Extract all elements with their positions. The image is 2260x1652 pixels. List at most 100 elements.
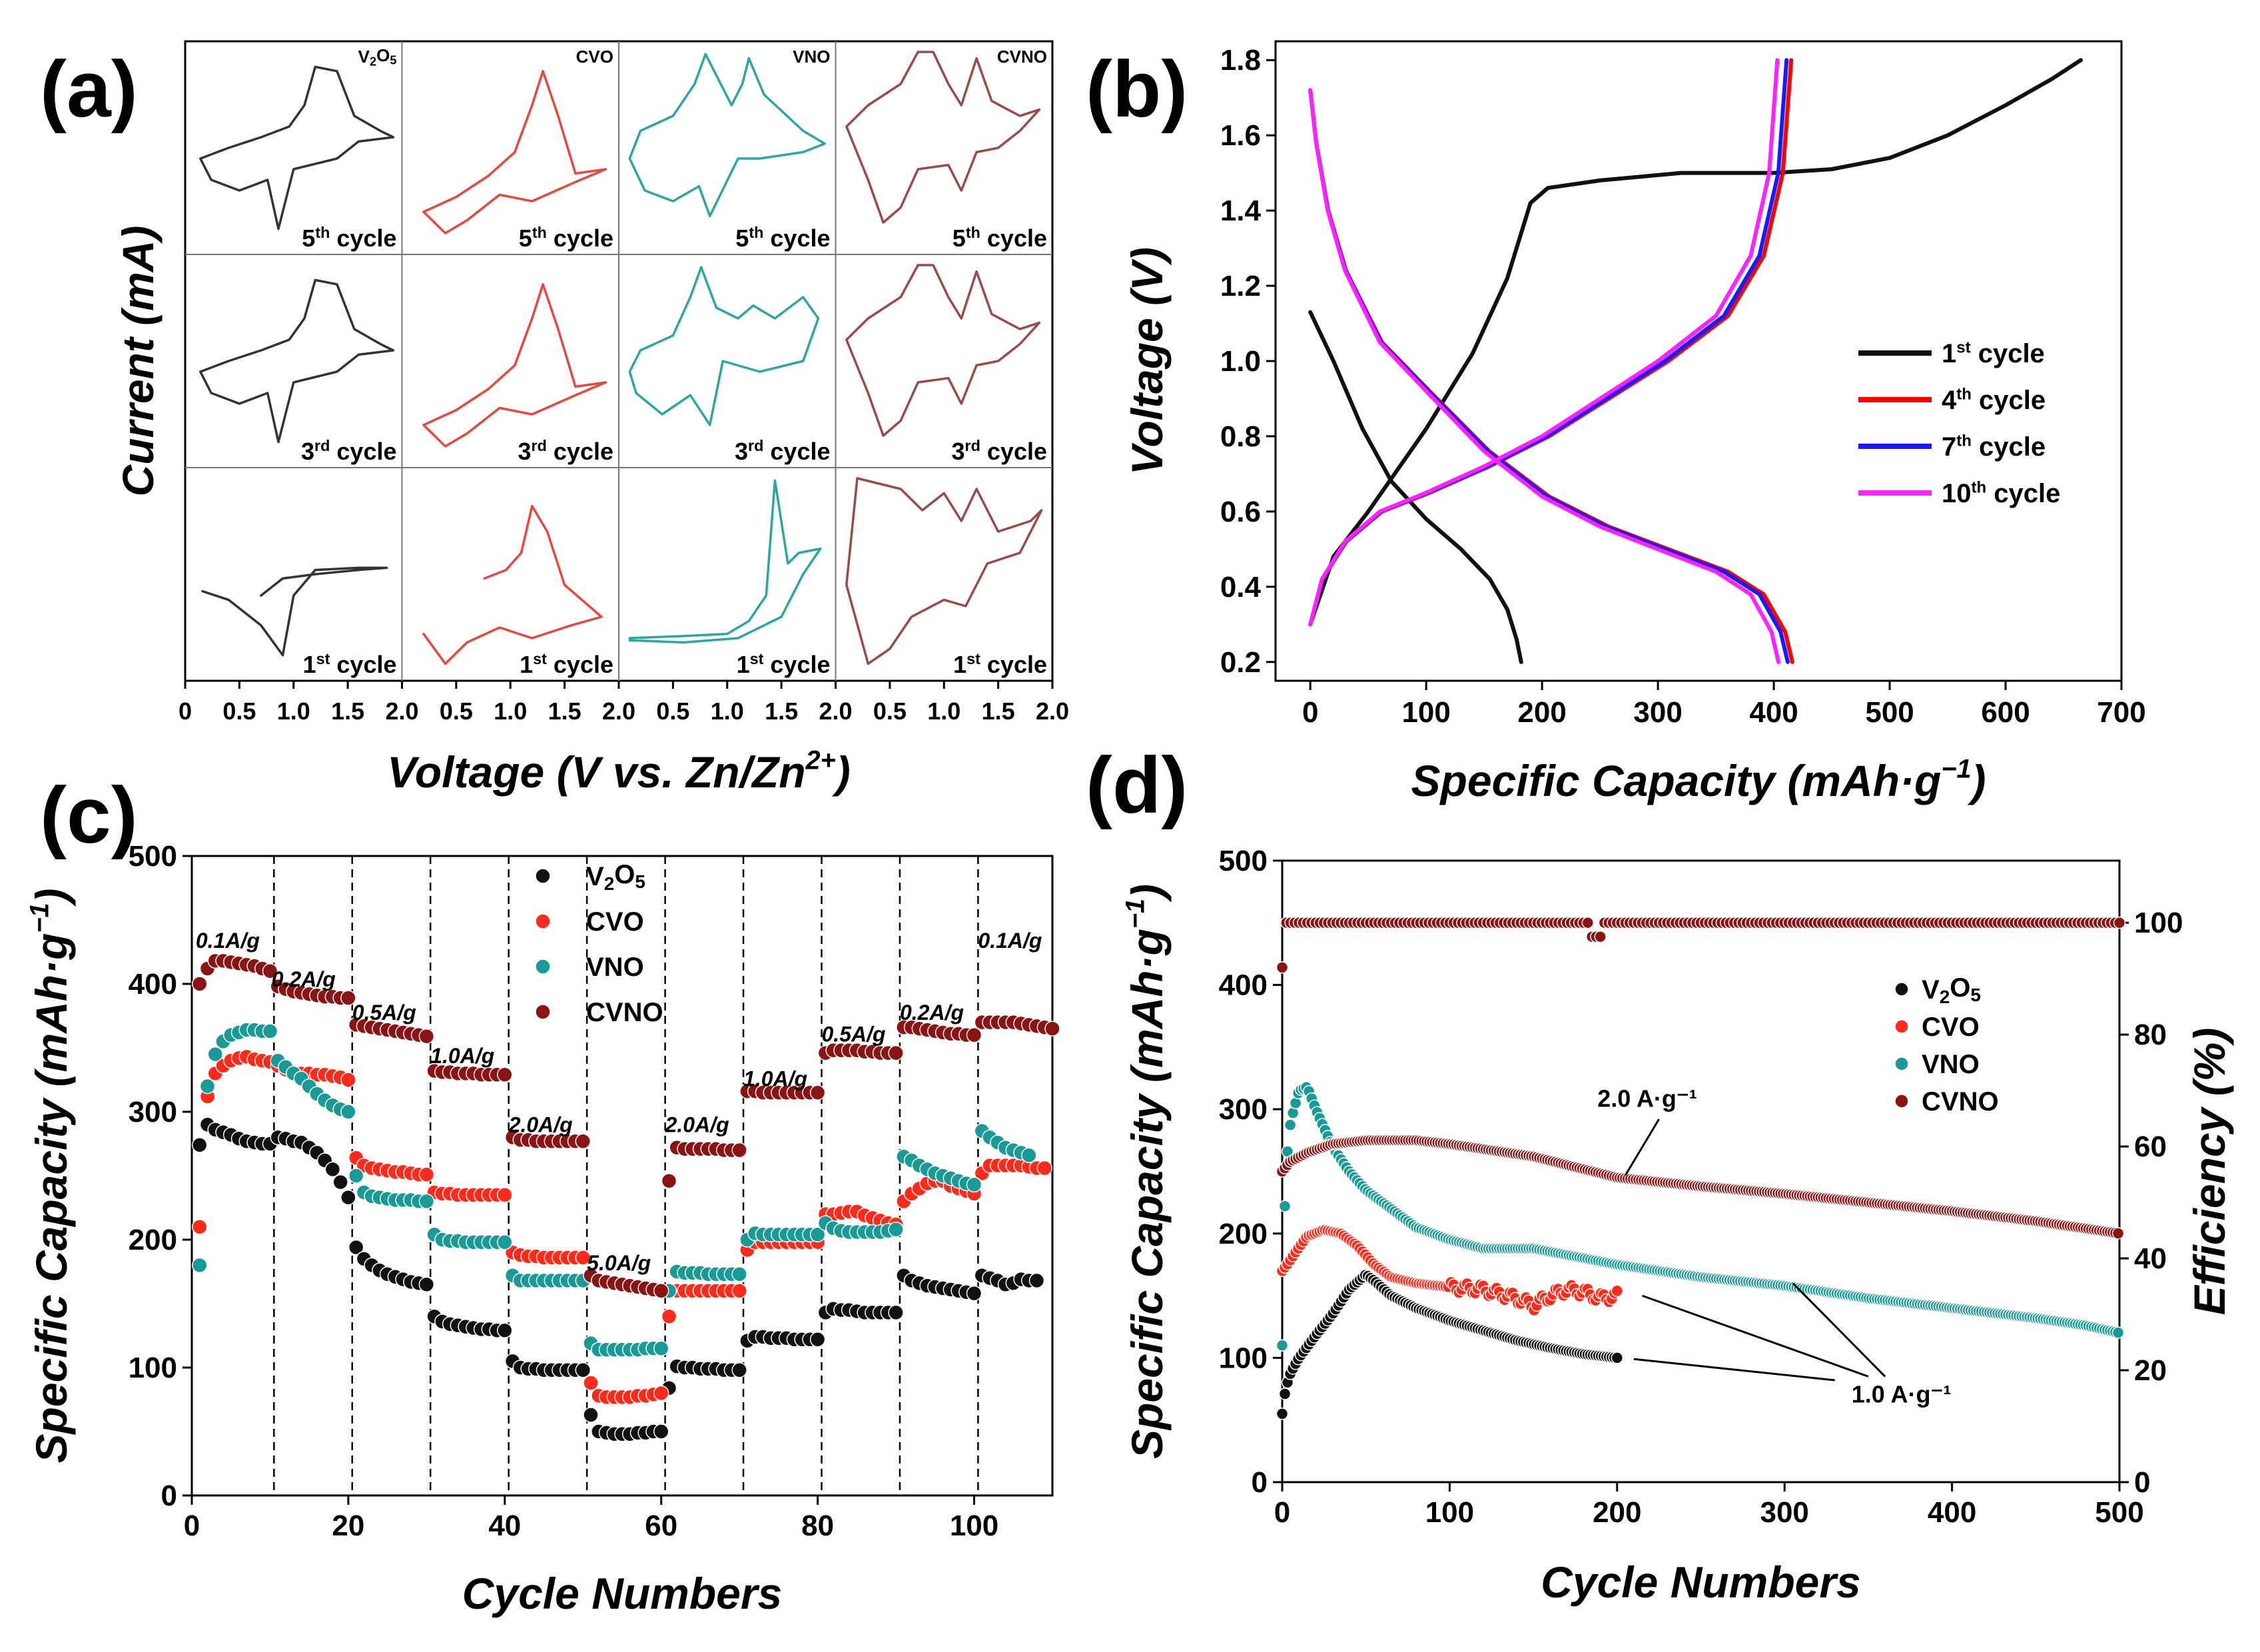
cycling-xtick-label: 0 <box>1274 1496 1290 1529</box>
gcd-xtick-label: 700 <box>2097 696 2145 729</box>
rate-label: 0.1A/g <box>978 929 1042 953</box>
cv-ylabel: Current (mA) <box>113 226 163 497</box>
cycle-label: 5th cycle <box>519 224 613 252</box>
rate-point-v2o5 <box>731 1362 747 1378</box>
gcd-1st-discharge <box>1308 310 1523 664</box>
rate-label: 0.2A/g <box>272 967 336 991</box>
rate-legend-marker <box>535 959 551 975</box>
formula-base: CVO <box>586 907 644 937</box>
cv-xtick-label: 1.5 <box>548 697 581 725</box>
gcd-xtick-label: 500 <box>1865 696 1914 729</box>
cv-xtick-label: 0.5 <box>873 697 907 725</box>
rate-point-cvno <box>497 1066 513 1083</box>
cv-xtick-label: 1.0 <box>927 697 960 725</box>
rate-ytick-label: 100 <box>129 1352 177 1384</box>
panel-label-c: (c) <box>40 771 138 860</box>
formula-base: CVO <box>576 47 613 67</box>
label-main: Specific Capacity (mAh·g <box>1122 929 1172 1459</box>
annotation-1A: 1.0 A·g⁻¹ <box>1852 1381 1952 1408</box>
rate-point-vno <box>809 1226 826 1243</box>
cycle-sup: st <box>533 650 547 667</box>
cycle-word: cycle <box>330 651 396 678</box>
cv-curve-cvno-5 <box>845 51 1041 224</box>
gcd-ytick-label: 1.2 <box>1220 270 1261 302</box>
cycle-word: cycle <box>980 651 1047 678</box>
material-label-cvo: CVO <box>576 47 613 67</box>
cycle-label: 5th cycle <box>952 224 1047 252</box>
rate-legend-label: V2O5 <box>586 860 645 894</box>
cycle-sup: st <box>966 650 980 667</box>
gcd-ytick-label: 1.4 <box>1220 195 1262 227</box>
cycling-xtick-label: 300 <box>1760 1496 1808 1529</box>
cycling-legend-label: CVNO <box>1922 1087 1999 1116</box>
cycle-word: cycle <box>763 651 830 678</box>
formula-base: V <box>358 47 370 67</box>
gcd-ytick-label: 0.2 <box>1220 646 1261 679</box>
cycle-number: 5 <box>302 224 315 252</box>
label-main: Specific Capacity (mAh·g <box>1411 756 1942 805</box>
cv-curve-v2o5-5 <box>199 65 395 230</box>
label-sup: −1 <box>1941 754 1971 783</box>
rate-point-vno <box>888 1221 904 1238</box>
cycle-label: 3rd cycle <box>951 437 1047 465</box>
cycling-y2label: Efficiency (%) <box>2185 1028 2234 1316</box>
rate-frame <box>190 855 1054 1497</box>
cycle-label: 1st cycle <box>737 650 831 678</box>
legend-number: 1 <box>1942 339 1956 368</box>
formula-sub: 2 <box>370 55 376 69</box>
cycle-number: 1 <box>737 651 750 678</box>
gcd-1st-charge <box>1308 58 2083 627</box>
rate-point-cvo <box>653 1385 669 1402</box>
rate-point-cvno <box>661 1172 677 1189</box>
rate-point-cvno <box>731 1142 747 1158</box>
rate-ytick-label: 300 <box>129 1096 177 1128</box>
cycling-legend-marker <box>1894 982 1909 997</box>
formula-base: VNO <box>793 47 830 67</box>
cycling-legend-label: CVO <box>1922 1013 1980 1042</box>
rate-point-cvno <box>418 1028 435 1044</box>
rate-point-cvno <box>966 1027 982 1043</box>
cycle-label: 1st cycle <box>520 650 613 678</box>
cycle-word: cycle <box>330 438 396 465</box>
legend-word: cycle <box>1986 479 2060 508</box>
rate-xtick-label: 60 <box>645 1509 677 1542</box>
rate-point-cvo <box>497 1187 513 1203</box>
rate-label: 2.0A/g <box>508 1113 573 1137</box>
cycle-sup: th <box>749 224 763 241</box>
annotation-2A: 2.0 A·g⁻¹ <box>1597 1084 1697 1112</box>
material-label-v2o5: V2O5 <box>358 45 397 69</box>
cycle-sup: rd <box>314 437 330 454</box>
rate-point-vno <box>191 1257 208 1274</box>
efficiency-point <box>1276 961 1289 974</box>
formula-base: V <box>586 862 604 891</box>
cycle-sup: th <box>532 224 547 241</box>
cycling-point-vno <box>1289 1096 1302 1110</box>
rate-legend-marker <box>535 868 551 884</box>
cycling-ytick-label: 0 <box>1252 1466 1268 1499</box>
rate-point-cvo <box>661 1308 677 1324</box>
formula-sub: 2 <box>604 873 615 894</box>
gcd-legend-label: 10th cycle <box>1942 479 2060 508</box>
cv-curve-v2o5-1 <box>201 566 388 657</box>
formula-base: V <box>1922 975 1940 1005</box>
gcd-xtick-label: 300 <box>1633 696 1682 729</box>
rate-point-cvo <box>340 1072 356 1088</box>
rate-point-cvo <box>575 1250 591 1266</box>
rate-point-vno <box>207 1046 223 1062</box>
formula-mid: O <box>376 45 390 65</box>
rate-xtick-label: 100 <box>950 1509 998 1542</box>
rate-point-cvno <box>888 1044 904 1061</box>
annotation-pointer <box>1633 1358 1835 1382</box>
panel-label-b: (b) <box>1086 45 1188 134</box>
annotation-pointer <box>1792 1282 1886 1378</box>
gcd-7th-discharge <box>1308 88 1790 664</box>
rate-legend-label: CVO <box>586 907 644 937</box>
rate-point-vno <box>262 1023 278 1039</box>
cv-xtick-label: 1.0 <box>494 697 527 725</box>
cycling-point-vno <box>1278 1200 1292 1212</box>
cycling-y2tick-label: 100 <box>2134 907 2183 939</box>
cycling-point-v2o5 <box>1276 1408 1289 1420</box>
rate-point-cvno <box>809 1084 826 1100</box>
cycling-legend-marker <box>1894 1056 1909 1071</box>
